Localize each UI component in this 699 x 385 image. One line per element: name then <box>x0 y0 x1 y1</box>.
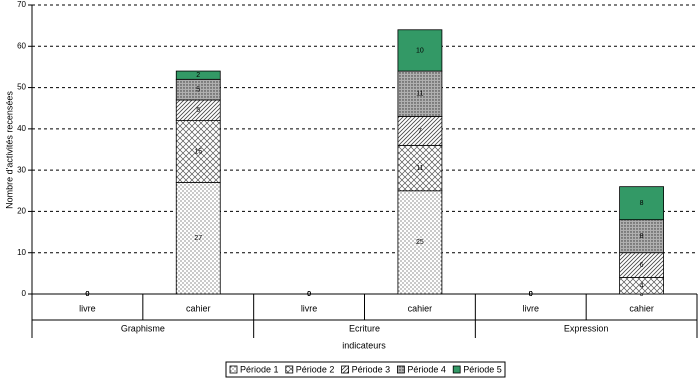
value-label: 0 <box>529 291 533 298</box>
value-label: 0 <box>529 291 533 298</box>
legend-label: Période 1 <box>240 364 279 374</box>
value-label: 0 <box>307 291 311 298</box>
y-axis-title: Nombre d'activités recensées <box>4 91 14 209</box>
y-tick-label: 60 <box>17 41 26 50</box>
legend-label: Période 4 <box>407 364 446 374</box>
value-label: 0 <box>85 291 89 298</box>
group-label: Expression <box>564 323 609 333</box>
value-label: 0 <box>307 291 311 298</box>
y-tick-label: 40 <box>17 124 26 133</box>
value-label: 5 <box>196 107 200 114</box>
legend-swatch <box>229 365 238 374</box>
bar-segment <box>175 70 221 80</box>
value-label: 5 <box>196 86 200 93</box>
value-label: 4 <box>640 283 644 290</box>
legend-swatch <box>452 365 461 374</box>
value-label: 8 <box>640 200 644 207</box>
value-label: 0 <box>529 291 533 298</box>
legend-box <box>225 361 506 378</box>
legend-swatch <box>285 365 294 374</box>
x-tick-label: livre <box>522 303 539 313</box>
value-label: 15 <box>194 148 202 155</box>
value-label: 0 <box>85 291 89 298</box>
group-label: Ecriture <box>349 323 380 333</box>
bar-segment <box>619 252 664 278</box>
value-label: 0 <box>85 291 89 298</box>
value-label: 0 <box>307 291 311 298</box>
value-label: 25 <box>416 239 424 246</box>
x-axis-title: indicateurs <box>342 340 386 350</box>
value-label: 0 <box>307 291 311 298</box>
group-label: Graphisme <box>121 323 165 333</box>
x-tick-label: cahier <box>408 303 433 313</box>
value-label: 7 <box>418 128 422 135</box>
legend-label: Période 2 <box>296 364 335 374</box>
legend-swatch <box>396 365 405 374</box>
y-tick-label: 10 <box>17 248 26 257</box>
value-label: 6 <box>640 262 644 269</box>
y-tick-label: 50 <box>17 83 26 92</box>
value-label: 0 <box>529 291 533 298</box>
bar-segment <box>397 116 443 146</box>
legend-label: Période 3 <box>352 364 391 374</box>
value-label: 8 <box>640 233 644 240</box>
x-tick-label: livre <box>301 303 318 313</box>
bar-segment <box>619 186 664 221</box>
value-label: 11 <box>416 91 423 98</box>
value-label: 2 <box>196 72 200 79</box>
value-label: 11 <box>416 165 423 172</box>
bar-segment <box>175 182 221 295</box>
x-tick-label: cahier <box>186 303 211 313</box>
value-label: 0 <box>85 291 89 298</box>
x-tick-label: livre <box>79 303 96 313</box>
bar-segment <box>397 70 443 117</box>
legend-label: Période 5 <box>463 364 502 374</box>
value-label: 10 <box>416 47 424 54</box>
value-label: 27 <box>194 235 202 242</box>
y-tick-label: 0 <box>22 289 27 298</box>
value-label: 0 <box>307 291 311 298</box>
y-tick-label: 30 <box>17 165 26 174</box>
bar-segment <box>619 219 664 254</box>
y-tick-label: 20 <box>17 207 26 216</box>
value-label: 0 <box>85 291 89 298</box>
y-tick-label: 70 <box>17 0 26 9</box>
x-tick-label: cahier <box>629 303 654 313</box>
bar-segment <box>397 144 443 192</box>
legend-swatch <box>341 365 350 374</box>
bar-segment <box>397 29 443 72</box>
value-label: 0 <box>529 291 533 298</box>
